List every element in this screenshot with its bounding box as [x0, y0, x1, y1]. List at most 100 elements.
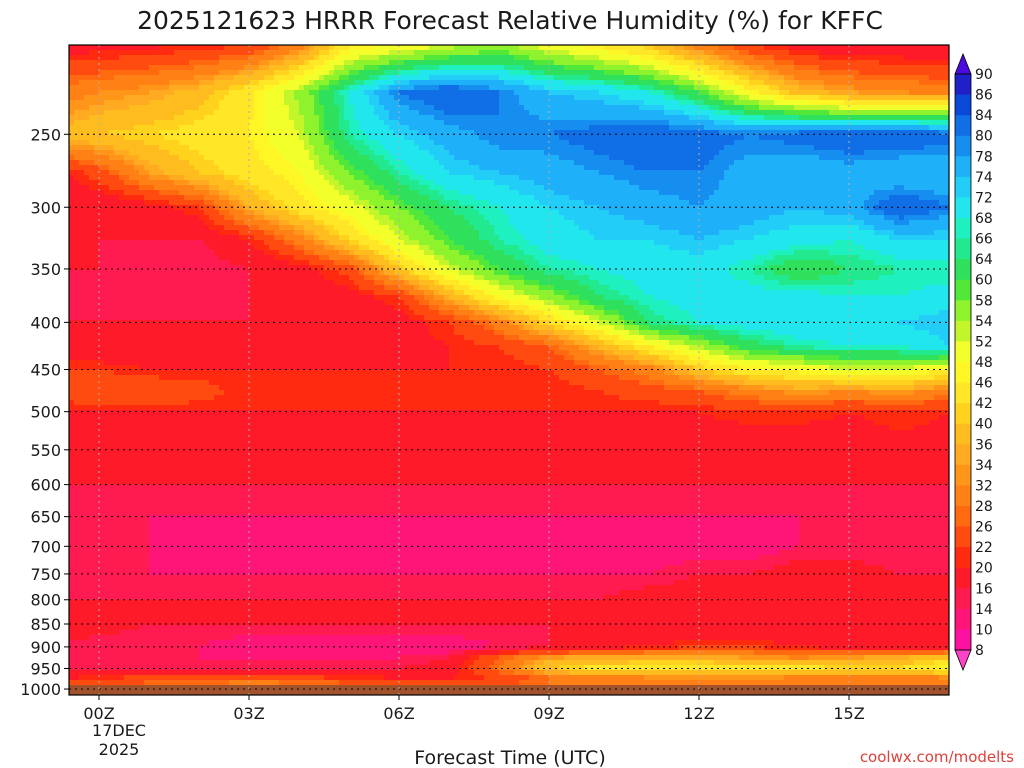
rh-cell	[699, 150, 705, 156]
rh-cell	[469, 160, 475, 166]
rh-cell	[659, 180, 665, 186]
rh-cell	[294, 65, 300, 71]
rh-cell	[889, 180, 895, 186]
rh-cell	[424, 110, 430, 116]
rh-cell	[704, 165, 710, 171]
rh-cell	[934, 55, 940, 61]
rh-cell	[639, 130, 645, 136]
rh-cell	[659, 155, 665, 161]
rh-cell	[414, 135, 420, 141]
rh-cell	[614, 80, 620, 86]
rh-cell	[749, 160, 755, 166]
rh-cell	[224, 85, 230, 91]
rh-cell	[359, 60, 365, 66]
rh-cell	[724, 50, 730, 56]
rh-cell	[289, 155, 295, 161]
rh-cell	[224, 60, 230, 66]
rh-cell	[374, 120, 380, 126]
rh-cell	[264, 100, 270, 106]
rh-cell	[454, 120, 460, 126]
rh-cell	[694, 115, 700, 121]
rh-cell	[914, 90, 920, 96]
rh-cell	[434, 65, 440, 71]
rh-cell	[914, 60, 920, 66]
rh-cell	[669, 150, 675, 156]
rh-cell	[909, 100, 915, 106]
rh-cell	[559, 110, 565, 116]
rh-cell	[254, 125, 260, 131]
rh-cell	[479, 130, 485, 136]
rh-cell	[234, 90, 240, 96]
rh-cell	[739, 135, 745, 141]
rh-cell	[794, 145, 800, 151]
rh-cell	[419, 125, 425, 131]
rh-cell	[759, 170, 765, 176]
rh-cell	[744, 135, 750, 141]
rh-cell	[724, 55, 730, 61]
rh-cell	[834, 100, 840, 106]
rh-cell	[599, 160, 605, 166]
rh-cell	[754, 125, 760, 131]
rh-cell	[274, 70, 280, 76]
rh-cell	[209, 185, 215, 191]
rh-cell	[289, 60, 295, 66]
rh-cell	[729, 145, 735, 151]
rh-cell	[699, 110, 705, 116]
rh-cell	[654, 65, 660, 71]
rh-cell	[174, 105, 180, 111]
rh-cell	[814, 50, 820, 56]
rh-cell	[469, 120, 475, 126]
rh-cell	[629, 170, 635, 176]
rh-cell	[924, 50, 930, 56]
rh-cell	[174, 60, 180, 66]
rh-cell	[844, 175, 850, 181]
rh-cell	[849, 45, 855, 51]
rh-cell	[499, 180, 505, 186]
rh-cell	[269, 55, 275, 61]
rh-cell	[529, 105, 535, 111]
rh-cell	[409, 170, 415, 176]
rh-cell	[834, 45, 840, 51]
rh-cell	[464, 115, 470, 121]
rh-cell	[844, 75, 850, 81]
rh-cell	[669, 85, 675, 91]
rh-cell	[69, 115, 75, 121]
rh-cell	[539, 145, 545, 151]
rh-cell	[279, 45, 285, 51]
rh-cell	[434, 155, 440, 161]
rh-cell	[334, 80, 340, 86]
rh-cell	[69, 65, 75, 71]
rh-cell	[799, 115, 805, 121]
rh-cell	[214, 110, 220, 116]
rh-cell	[94, 65, 100, 71]
rh-cell	[834, 130, 840, 136]
rh-cell	[89, 95, 95, 101]
rh-cell	[309, 165, 315, 171]
rh-cell	[184, 70, 190, 76]
rh-cell	[69, 75, 75, 81]
rh-cell	[504, 160, 510, 166]
rh-cell	[634, 140, 640, 146]
rh-cell	[944, 65, 949, 71]
rh-cell	[879, 155, 885, 161]
rh-cell	[929, 80, 935, 86]
rh-cell	[489, 45, 495, 51]
rh-cell	[844, 125, 850, 131]
rh-cell	[904, 110, 910, 116]
rh-cell	[169, 175, 175, 181]
rh-cell	[269, 75, 275, 81]
rh-cell	[404, 55, 410, 61]
rh-cell	[304, 145, 310, 151]
rh-cell	[344, 45, 350, 51]
rh-cell	[884, 160, 890, 166]
rh-cell	[169, 145, 175, 151]
rh-cell	[204, 170, 210, 176]
rh-cell	[894, 50, 900, 56]
rh-cell	[234, 120, 240, 126]
rh-cell	[559, 160, 565, 166]
rh-cell	[319, 170, 325, 176]
rh-cell	[644, 95, 650, 101]
rh-cell	[774, 55, 780, 61]
rh-cell	[289, 135, 295, 141]
rh-cell	[589, 140, 595, 146]
